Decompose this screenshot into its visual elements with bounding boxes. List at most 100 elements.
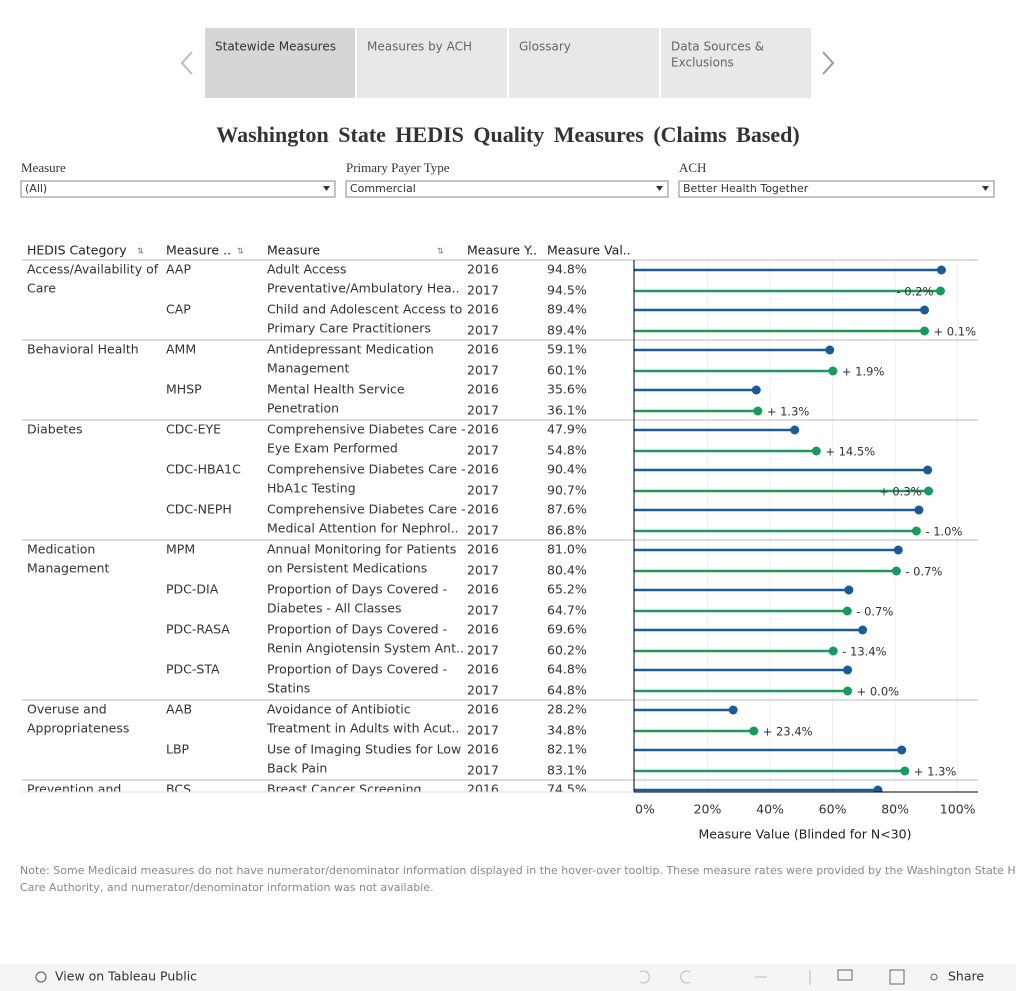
table-body: Access/Availability of Care AAP Adult Acces… xyxy=(22,260,978,797)
tab[interactable] xyxy=(205,28,355,98)
measure-name: Child and Adolescent Access to xyxy=(267,302,462,317)
year: 2016 xyxy=(467,302,499,317)
change-label: - 1.0% xyxy=(925,525,962,539)
dot[interactable] xyxy=(728,705,738,715)
measure-code: PDC-STA xyxy=(166,662,220,677)
column-header[interactable]: Measure Val.. xyxy=(547,243,631,258)
prev-arrow[interactable] xyxy=(180,51,193,75)
dot[interactable] xyxy=(828,366,838,376)
filter-dropdown[interactable] xyxy=(678,180,995,198)
dot[interactable] xyxy=(843,686,853,696)
column-header[interactable]: Measure Y.. xyxy=(467,243,537,258)
x-tick-label: 40% xyxy=(756,802,784,817)
column-header[interactable]: Measure .. xyxy=(166,243,231,258)
measure-name: Eye Exam Performed xyxy=(267,441,398,456)
tab[interactable] xyxy=(661,28,811,98)
share-button[interactable]: Share xyxy=(948,969,984,984)
dot[interactable] xyxy=(920,326,930,336)
dot[interactable] xyxy=(790,425,800,435)
measure-code: AAB xyxy=(166,702,192,717)
dot[interactable] xyxy=(825,345,835,355)
filter-dropdown[interactable] xyxy=(20,180,336,198)
note: Care Authority, and numerator/denominato… xyxy=(20,881,434,894)
change-label: - 0.7% xyxy=(905,565,942,579)
measure-name: Antidepressant Medication xyxy=(267,342,434,357)
value-label: 86.8% xyxy=(547,523,587,538)
measure-name: Diabetes - All Classes xyxy=(267,601,402,616)
year: 2017 xyxy=(467,443,499,458)
measure-name: Management xyxy=(267,361,349,376)
category: Medication xyxy=(27,542,95,557)
year: 2016 xyxy=(467,382,499,397)
year: 2017 xyxy=(467,723,499,738)
filter-label: ACH xyxy=(679,160,706,175)
title: Washington State HEDIS Quality Measures … xyxy=(216,122,799,147)
dot[interactable] xyxy=(858,625,868,635)
change-label: - 13.4% xyxy=(842,645,886,659)
value-label: 65.2% xyxy=(547,582,587,597)
value-label: 47.9% xyxy=(547,422,587,437)
value-label: 90.4% xyxy=(547,462,587,477)
tableau-icon xyxy=(35,971,47,983)
value-label: 36.1% xyxy=(547,403,587,418)
dot[interactable] xyxy=(843,665,853,675)
dot[interactable] xyxy=(911,526,921,536)
measure-name: HbA1c Testing xyxy=(267,481,356,496)
dot[interactable] xyxy=(749,726,759,736)
change-label: + 1.3% xyxy=(767,405,810,419)
x-tick-label: 60% xyxy=(819,802,847,817)
dot[interactable] xyxy=(935,286,945,296)
measure-code: CDC-EYE xyxy=(166,422,221,437)
category: Access/Availability of xyxy=(27,262,159,277)
column-header[interactable]: Measure xyxy=(267,243,320,258)
value-label: 87.6% xyxy=(547,502,587,517)
measure-code: LBP xyxy=(166,742,190,757)
dot[interactable] xyxy=(920,305,930,315)
value-label: 35.6% xyxy=(547,382,587,397)
next-arrow[interactable] xyxy=(822,51,835,75)
x-tick-label: 100% xyxy=(940,802,976,817)
tab-label: Measures by ACH xyxy=(367,40,472,54)
dot[interactable] xyxy=(811,446,821,456)
dot[interactable] xyxy=(751,385,761,395)
dot[interactable] xyxy=(900,766,910,776)
value-label: 59.1% xyxy=(547,342,587,357)
tab-label: Data Sources & xyxy=(671,40,764,54)
value-label: 90.7% xyxy=(547,483,587,498)
tab[interactable] xyxy=(357,28,507,98)
dot[interactable] xyxy=(842,606,852,616)
dot[interactable] xyxy=(873,785,883,795)
dot[interactable] xyxy=(828,646,838,656)
tab-label: Exclusions xyxy=(671,56,734,70)
value-label: 28.2% xyxy=(547,702,587,717)
dot[interactable] xyxy=(923,465,933,475)
value-label: 60.2% xyxy=(547,643,587,658)
category: Care xyxy=(27,281,56,296)
value-label: 64.8% xyxy=(547,662,587,677)
tab-label: Glossary xyxy=(519,40,571,54)
dot[interactable] xyxy=(844,585,854,595)
dot[interactable] xyxy=(897,745,907,755)
dot[interactable] xyxy=(924,486,934,496)
measure-name: Breast Cancer Screening xyxy=(267,782,421,797)
year: 2017 xyxy=(467,483,499,498)
dot[interactable] xyxy=(936,265,946,275)
change-label: - 0.2% xyxy=(896,285,933,299)
tab[interactable] xyxy=(509,28,659,98)
column-header[interactable]: HEDIS Category xyxy=(27,243,127,258)
dot[interactable] xyxy=(753,406,763,416)
year: 2016 xyxy=(467,342,499,357)
dot[interactable] xyxy=(914,505,924,515)
sort-icon: ⇅ xyxy=(437,247,444,256)
measure-code: AMM xyxy=(166,342,196,357)
measure-name: Proportion of Days Covered - xyxy=(267,662,447,677)
value-label: 64.7% xyxy=(547,603,587,618)
dot[interactable] xyxy=(891,566,901,576)
measure-name: Proportion of Days Covered - xyxy=(267,582,447,597)
view-link[interactable]: View on Tableau Public xyxy=(55,969,197,984)
dot[interactable] xyxy=(893,545,903,555)
toolbar xyxy=(0,964,1016,991)
filter-dropdown[interactable] xyxy=(345,180,669,198)
change-label: + 1.9% xyxy=(842,365,885,379)
measure-code: PDC-DIA xyxy=(166,582,219,597)
